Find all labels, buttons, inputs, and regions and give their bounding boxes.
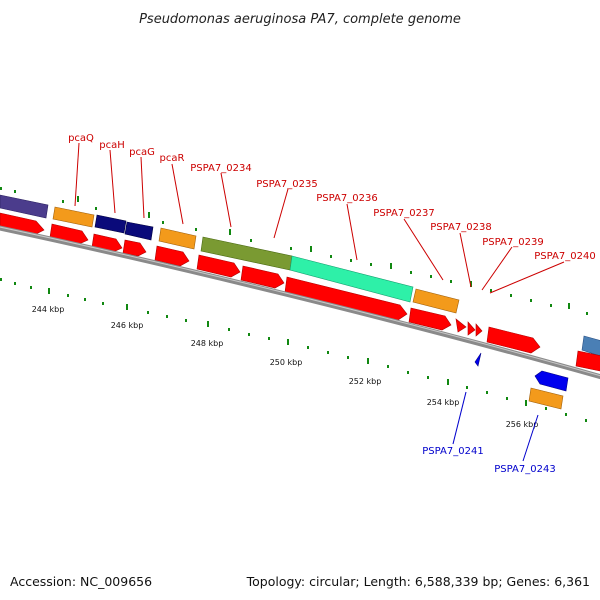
label-leader-lines <box>74 142 565 462</box>
reverse-small-arrow <box>474 352 482 367</box>
topology-text: Topology: circular; Length: 6,588,339 bp… <box>246 574 590 589</box>
reverse-feature-track <box>474 352 569 410</box>
gene-label-PSPA7_0243: PSPA7_0243 <box>494 464 555 475</box>
feature-block-purple <box>0 194 49 219</box>
tick-label-252: 252 kbp <box>349 377 382 386</box>
tick-label-248: 248 kbp <box>191 339 224 348</box>
map-title: Pseudomonas aeruginosa PA7, complete gen… <box>139 12 461 27</box>
feature-block-pcaQ <box>52 206 95 228</box>
cds-arrow <box>240 265 285 289</box>
gene-label-pcaG: pcaG <box>129 147 155 158</box>
feature-block-pcaG <box>124 221 154 241</box>
gene-label-PSPA7_0240: PSPA7_0240 <box>534 251 595 262</box>
gene-label-PSPA7_0234: PSPA7_0234 <box>190 163 251 174</box>
cds-arrow <box>154 245 190 267</box>
tick-label-246: 246 kbp <box>111 321 144 330</box>
gene-label-PSPA7_0236: PSPA7_0236 <box>316 193 377 204</box>
gene-label-PSPA7_0235: PSPA7_0235 <box>256 179 317 190</box>
feature-block-PSPA7_0241-cds <box>534 370 569 392</box>
cds-arrow <box>575 350 600 372</box>
cds-arrow <box>284 276 408 321</box>
tick-label-250: 250 kbp <box>270 358 303 367</box>
gene-label-PSPA7_0241: PSPA7_0241 <box>422 446 483 457</box>
outer-tick-ring <box>0 187 588 315</box>
tick-label-254: 254 kbp <box>427 398 460 407</box>
cds-arrow <box>467 321 476 336</box>
feature-block-PSPA7_0243 <box>528 387 564 410</box>
forward-feature-track <box>0 194 600 357</box>
cds-arrow <box>486 326 541 354</box>
genome-backbone <box>0 225 600 380</box>
gene-label-pcaQ: pcaQ <box>68 133 94 144</box>
accession-text: Accession: NC_009656 <box>10 574 153 589</box>
cds-arrow <box>408 307 452 331</box>
gene-label-PSPA7_0239: PSPA7_0239 <box>482 237 543 248</box>
cds-arrow <box>475 323 483 337</box>
tick-label-244: 244 kbp <box>32 305 65 314</box>
tick-label-256: 256 kbp <box>506 420 539 429</box>
gene-label-pcaH: pcaH <box>99 140 125 151</box>
gene-label-PSPA7_0237: PSPA7_0237 <box>373 208 434 219</box>
gene-label-PSPA7_0238: PSPA7_0238 <box>430 222 491 233</box>
feature-block-PSPA7_0237 <box>412 288 460 314</box>
cds-arrow <box>122 239 147 257</box>
feature-block-pcaH <box>94 214 127 234</box>
tick-labels: 244 kbp 246 kbp 248 kbp 250 kbp 252 kbp … <box>32 305 539 429</box>
feature-block-steelblue <box>581 335 600 357</box>
feature-block-PSPA7_0236 <box>289 255 414 303</box>
gene-labels: pcaQ pcaH pcaG pcaR PSPA7_0234 PSPA7_023… <box>68 133 596 475</box>
cds-arrow <box>455 318 467 333</box>
inner-tick-ring <box>0 278 587 422</box>
cds-arrow <box>196 254 241 278</box>
feature-block-pcaR <box>158 227 197 250</box>
gene-label-pcaR: pcaR <box>160 153 185 164</box>
